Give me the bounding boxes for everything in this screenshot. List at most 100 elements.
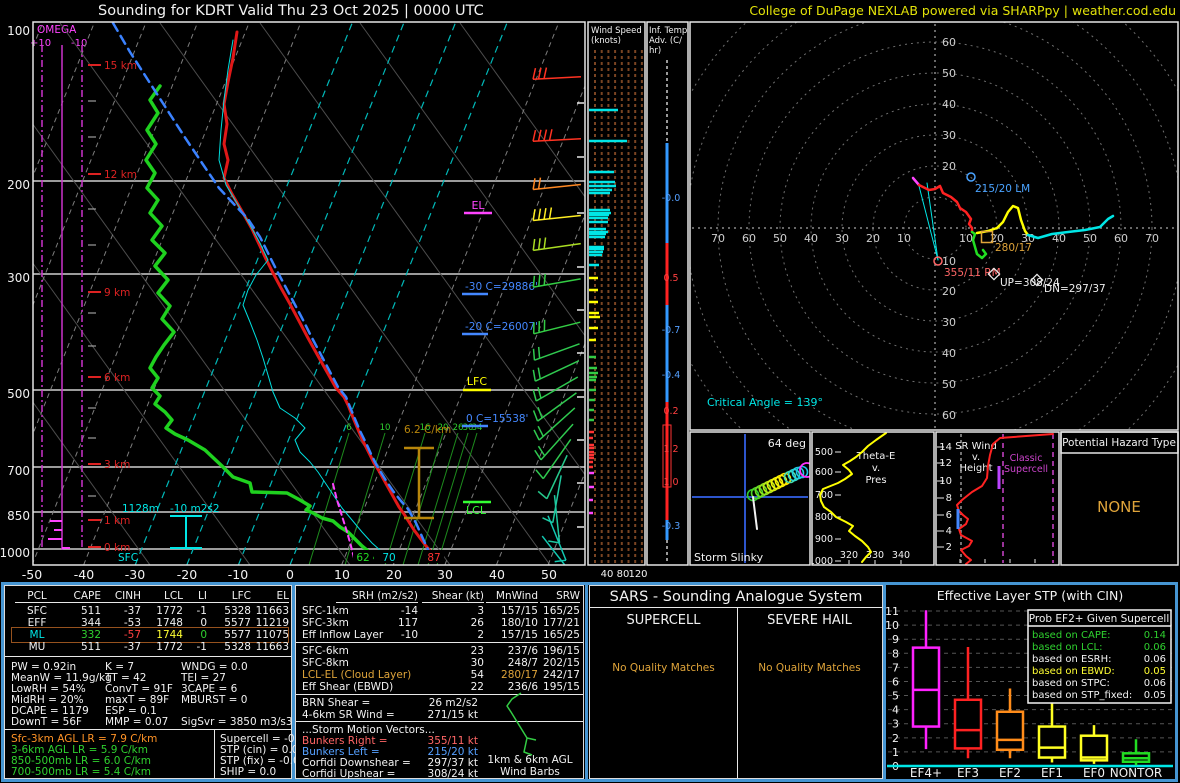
table-cell: -37: [123, 641, 141, 653]
col-header: LFC: [207, 590, 251, 603]
lapse-rate: 850-500mb LR = 6.0 C/km: [11, 755, 151, 767]
table-cell: 5328: [224, 641, 251, 653]
stat-value: WNDG = 0.0: [181, 661, 248, 673]
pressure-tick-label: 300: [7, 271, 30, 285]
stat-value: SigSvr = 3850 m3/s3: [181, 716, 293, 728]
barb-shaft: [541, 535, 573, 565]
freezing-level-label: 0 C=15538': [466, 413, 528, 425]
mixing-ratio-line: [427, 432, 469, 565]
barb-tick: [543, 237, 547, 249]
temperature-curve: [222, 30, 438, 560]
dry-adiabat: [33, 123, 351, 565]
critical-angle-label: Critical Angle = 139°: [707, 396, 823, 409]
srwind-title: Height: [959, 463, 992, 474]
table-cell: 11219: [255, 617, 289, 629]
adv-value-label: -0.3: [662, 521, 681, 532]
thetae-y-label: 1000: [809, 556, 833, 567]
mean-wind-marker: [980, 230, 994, 244]
wind-barb: [533, 407, 576, 441]
divider: [292, 584, 295, 780]
table-cell: 23: [470, 645, 484, 657]
table-row: LCL-EL (Cloud Layer) 54 280/17 242/17: [296, 669, 583, 681]
hodo-tick-label: 60: [1114, 232, 1128, 245]
table-cell: SFC-6km: [302, 645, 349, 657]
divider: [590, 607, 882, 608]
table-row: 3-6km AGL LR = 5.9 C/km: [5, 744, 291, 756]
mixing-ratio-label: 26: [453, 423, 464, 433]
thetae-title: v.: [872, 463, 880, 474]
temp-adv-panel: Inf. Temp.Adv. (C/hr) -0.0 0.5 -0.7 -0.4 0.2 1…: [649, 26, 688, 563]
table-cell: 332: [80, 629, 101, 641]
table-cell: 30: [470, 657, 484, 669]
barb-shaft: [533, 214, 581, 222]
adv-value-label: -0.7: [662, 325, 681, 336]
barb-tick: [537, 445, 546, 457]
thermo-panel: PCL CAPE CINH LCL LI LFC EL SFC 511 -37 …: [4, 585, 305, 779]
temp-tick-label: -30: [125, 567, 145, 582]
height-label: 0 km: [104, 542, 130, 554]
barb-tick: [535, 469, 544, 480]
divider: [296, 721, 583, 722]
barb-tick: [534, 449, 542, 461]
slinky-ring: [795, 465, 809, 479]
wind-speed-panel: Wind Speed(knots): [589, 26, 643, 563]
table-cell: 1744: [156, 629, 183, 641]
brand-link[interactable]: College of DuPage NEXLAB powered via SHA…: [749, 3, 1176, 18]
panel-border: [32, 21, 586, 566]
table-cell: -14: [400, 605, 418, 617]
hodo-tick-label: 60: [942, 36, 956, 49]
temp-tick-label: -50: [22, 567, 42, 582]
barb-tick: [537, 208, 542, 221]
inflow-srh-label: -10 m2s2: [170, 503, 220, 515]
panel-border: [689, 21, 1179, 431]
surface-value-label: 70: [382, 552, 395, 564]
table-row: EFF 344 -53 1748 0 5577 11219: [5, 617, 291, 629]
dry-adiabat: [259, 22, 585, 476]
lapse-rate: Sfc-3km AGL LR = 7.9 C/km: [11, 733, 158, 745]
table-cell: 1772: [156, 641, 183, 653]
mixing-ratio-label: 34: [472, 423, 483, 433]
hodo-tick-label: 50: [1083, 232, 1097, 245]
table-cell: -1: [196, 605, 207, 617]
hodo-tick-label: 70: [1145, 232, 1159, 245]
height-label: 1 km: [104, 515, 130, 527]
adv-value-label: 1.0: [663, 477, 678, 488]
thetae-y-label: 900: [815, 534, 833, 545]
table-row: 4-6km SR Wind = 271/15 kt: [296, 709, 583, 721]
barb-shaft: [553, 495, 561, 543]
windspeed-tick-label: 80: [617, 569, 630, 580]
hodo-tick-label: 10: [959, 232, 973, 245]
pressure-tick-label: 500: [7, 387, 30, 401]
barb-shaft: [542, 438, 572, 480]
temp-tick-label: 20: [386, 567, 402, 582]
surface-value-label: 87: [427, 552, 440, 564]
storm-motion-marker: [966, 172, 976, 182]
stat-value: LowRH = 54%: [11, 683, 86, 695]
barb-shaft: [533, 242, 581, 252]
table-cell: 511: [80, 641, 101, 653]
isotherm: [444, 213, 585, 565]
stat-label: Bunkers Left =: [302, 746, 380, 758]
table-cell: 5577: [224, 617, 251, 629]
table-cell: SFC-8km: [302, 657, 349, 669]
table-cell: Eff Inflow Layer: [302, 629, 384, 641]
table-cell: 11663: [255, 641, 289, 653]
hodo-tick-label: 40: [942, 347, 956, 360]
table-row: MidRH = 20% maxT = 89F MBURST = 0: [5, 694, 291, 706]
highlight-isotherm: [134, 22, 353, 565]
hodo-tick-label: 20: [942, 160, 956, 173]
barb-shaft: [532, 75, 582, 81]
adv-value-label: -0.0: [662, 193, 681, 204]
thetae-y-label: 500: [815, 447, 833, 458]
table-cell: -57: [123, 629, 141, 641]
height-label: 15 km: [104, 60, 137, 72]
omega-title: OMEGA: [37, 24, 77, 36]
mixing-ratio-label: 20: [438, 423, 449, 433]
surface-value-bg: [353, 550, 373, 563]
index-value: STP (cin) = 0.0: [220, 744, 299, 756]
table-cell: 177/21: [543, 617, 580, 629]
level-marker-label: LFC: [467, 375, 487, 388]
srwind-y-label: 2: [946, 542, 952, 553]
ml-highlight-box: [11, 627, 289, 643]
